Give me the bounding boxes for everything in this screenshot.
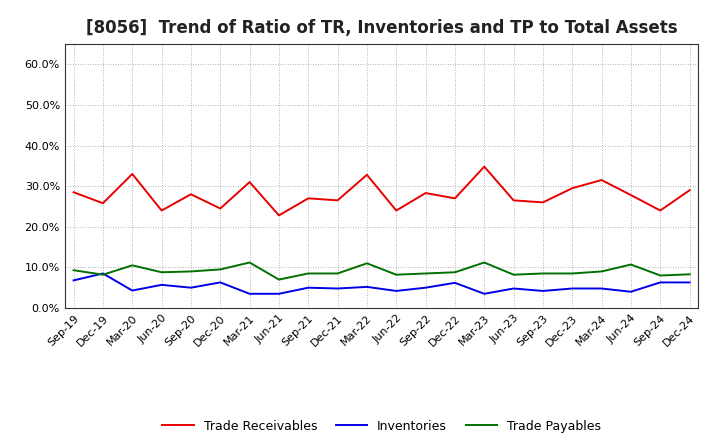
Trade Receivables — [333, 198, 342, 203]
Trade Receivables — [509, 198, 518, 203]
Trade Payables — [274, 277, 283, 282]
Trade Payables — [568, 271, 577, 276]
Trade Payables — [656, 273, 665, 278]
Trade Receivables — [539, 200, 547, 205]
Trade Payables — [685, 271, 694, 277]
Trade Receivables — [451, 196, 459, 201]
Trade Receivables — [626, 192, 635, 198]
Trade Payables — [421, 271, 430, 276]
Inventories — [451, 280, 459, 286]
Inventories — [626, 289, 635, 294]
Trade Payables — [246, 260, 254, 265]
Line: Trade Payables: Trade Payables — [73, 263, 690, 279]
Inventories — [509, 286, 518, 291]
Trade Receivables — [598, 177, 606, 183]
Trade Receivables — [69, 190, 78, 195]
Trade Receivables — [157, 208, 166, 213]
Trade Payables — [157, 270, 166, 275]
Line: Trade Receivables: Trade Receivables — [73, 167, 690, 216]
Inventories — [157, 282, 166, 287]
Inventories — [186, 285, 195, 290]
Trade Receivables — [128, 171, 137, 176]
Inventories — [333, 286, 342, 291]
Trade Payables — [99, 272, 107, 277]
Trade Payables — [626, 262, 635, 267]
Inventories — [69, 278, 78, 283]
Inventories — [216, 280, 225, 285]
Trade Payables — [216, 267, 225, 272]
Trade Payables — [333, 271, 342, 276]
Trade Payables — [598, 269, 606, 274]
Inventories — [128, 288, 137, 293]
Trade Payables — [480, 260, 489, 265]
Trade Payables — [539, 271, 547, 276]
Title: [8056]  Trend of Ratio of TR, Inventories and TP to Total Assets: [8056] Trend of Ratio of TR, Inventories… — [86, 19, 678, 37]
Trade Receivables — [480, 164, 489, 169]
Inventories — [392, 288, 400, 293]
Trade Receivables — [685, 187, 694, 193]
Trade Payables — [392, 272, 400, 277]
Trade Receivables — [216, 206, 225, 211]
Trade Receivables — [304, 196, 312, 201]
Trade Receivables — [568, 186, 577, 191]
Trade Payables — [128, 263, 137, 268]
Trade Payables — [304, 271, 312, 276]
Legend: Trade Receivables, Inventories, Trade Payables: Trade Receivables, Inventories, Trade Pa… — [157, 414, 606, 437]
Inventories — [304, 285, 312, 290]
Inventories — [568, 286, 577, 291]
Trade Receivables — [363, 172, 372, 177]
Inventories — [539, 288, 547, 293]
Inventories — [685, 280, 694, 285]
Trade Payables — [451, 270, 459, 275]
Trade Payables — [186, 269, 195, 274]
Inventories — [656, 280, 665, 285]
Trade Receivables — [99, 201, 107, 206]
Inventories — [363, 284, 372, 290]
Inventories — [274, 291, 283, 297]
Trade Receivables — [186, 192, 195, 197]
Inventories — [598, 286, 606, 291]
Trade Payables — [69, 268, 78, 273]
Inventories — [480, 291, 489, 297]
Trade Receivables — [656, 208, 665, 213]
Inventories — [421, 285, 430, 290]
Trade Payables — [509, 272, 518, 277]
Line: Inventories: Inventories — [73, 274, 690, 294]
Trade Receivables — [246, 180, 254, 185]
Trade Receivables — [421, 191, 430, 196]
Trade Receivables — [274, 213, 283, 218]
Inventories — [246, 291, 254, 297]
Trade Receivables — [392, 208, 400, 213]
Inventories — [99, 271, 107, 276]
Trade Payables — [363, 260, 372, 266]
